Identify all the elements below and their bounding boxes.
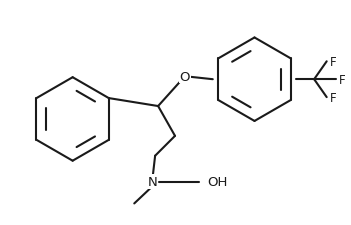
Text: F: F <box>330 56 336 68</box>
Text: N: N <box>147 175 157 188</box>
Text: F: F <box>330 91 336 104</box>
Text: O: O <box>180 70 190 83</box>
Text: OH: OH <box>207 175 227 188</box>
Text: F: F <box>339 73 346 86</box>
